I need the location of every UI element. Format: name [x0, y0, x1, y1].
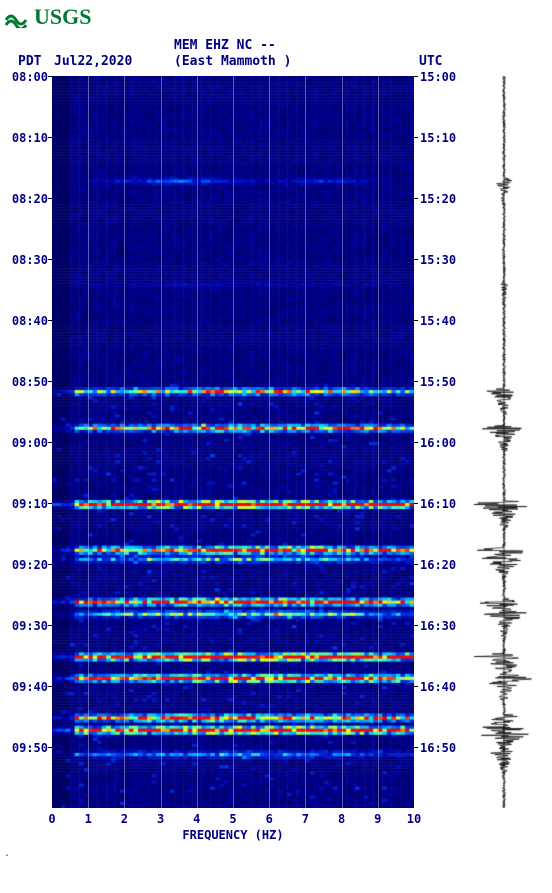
plot-area: 08:0008:1008:2008:3008:4008:5009:0009:10…	[4, 76, 548, 846]
y-left-tick-label: 09:10	[4, 497, 48, 511]
y-right-tick-label: 15:30	[420, 253, 456, 267]
grid-line	[197, 76, 198, 808]
x-tick-label: 6	[259, 812, 279, 826]
grid-line	[342, 76, 343, 808]
station-label: MEM EHZ NC --	[174, 38, 276, 53]
y-left-tick-label: 08:50	[4, 375, 48, 389]
y-right-tick-label: 15:00	[420, 70, 456, 84]
x-tick-label: 7	[295, 812, 315, 826]
grid-line	[161, 76, 162, 808]
x-axis-label: FREQUENCY (HZ)	[52, 828, 414, 842]
y-right-tick-label: 16:20	[420, 558, 456, 572]
grid-line	[269, 76, 270, 808]
grid-line	[124, 76, 125, 808]
x-tick-label: 10	[404, 812, 424, 826]
tz-right-label: UTC	[419, 54, 442, 69]
x-tick-label: 5	[223, 812, 243, 826]
y-left-tick-label: 08:10	[4, 131, 48, 145]
y-right-tick-label: 16:10	[420, 497, 456, 511]
grid-line	[88, 76, 89, 808]
y-left-tick-label: 09:00	[4, 436, 48, 450]
x-tick-label: 4	[187, 812, 207, 826]
y-right-tick-label: 15:10	[420, 131, 456, 145]
y-left-tick-label: 08:20	[4, 192, 48, 206]
x-tick-label: 9	[368, 812, 388, 826]
x-tick-label: 8	[332, 812, 352, 826]
x-tick-label: 0	[42, 812, 62, 826]
spectrogram	[52, 76, 414, 808]
grid-line	[378, 76, 379, 808]
y-left-tick-label: 08:00	[4, 70, 48, 84]
seismogram	[460, 76, 548, 808]
y-right-tick-label: 16:30	[420, 619, 456, 633]
y-left-tick-label: 08:40	[4, 314, 48, 328]
y-right-tick-label: 16:50	[420, 741, 456, 755]
date-label: Jul22,2020	[54, 54, 132, 69]
x-tick-label: 1	[78, 812, 98, 826]
footer-mark: .	[4, 848, 548, 859]
y-right-tick-label: 15:40	[420, 314, 456, 328]
y-left-tick-label: 09:50	[4, 741, 48, 755]
y-right-tick-label: 16:40	[420, 680, 456, 694]
tz-left-label: PDT	[18, 54, 41, 69]
y-left-tick-label: 08:30	[4, 253, 48, 267]
y-right-tick-label: 15:50	[420, 375, 456, 389]
y-left-tick-label: 09:40	[4, 680, 48, 694]
y-left-tick-label: 09:20	[4, 558, 48, 572]
usgs-logo: USGS	[4, 4, 548, 30]
grid-line	[233, 76, 234, 808]
location-label: (East Mammoth )	[174, 54, 291, 69]
y-right-tick-label: 15:20	[420, 192, 456, 206]
y-right-tick-label: 16:00	[420, 436, 456, 450]
x-tick-label: 3	[151, 812, 171, 826]
y-left-tick-label: 09:30	[4, 619, 48, 633]
logo-text: USGS	[34, 4, 91, 30]
chart-header: PDT Jul22,2020 MEM EHZ NC -- (East Mammo…	[4, 36, 548, 76]
x-tick-label: 2	[114, 812, 134, 826]
grid-line	[305, 76, 306, 808]
